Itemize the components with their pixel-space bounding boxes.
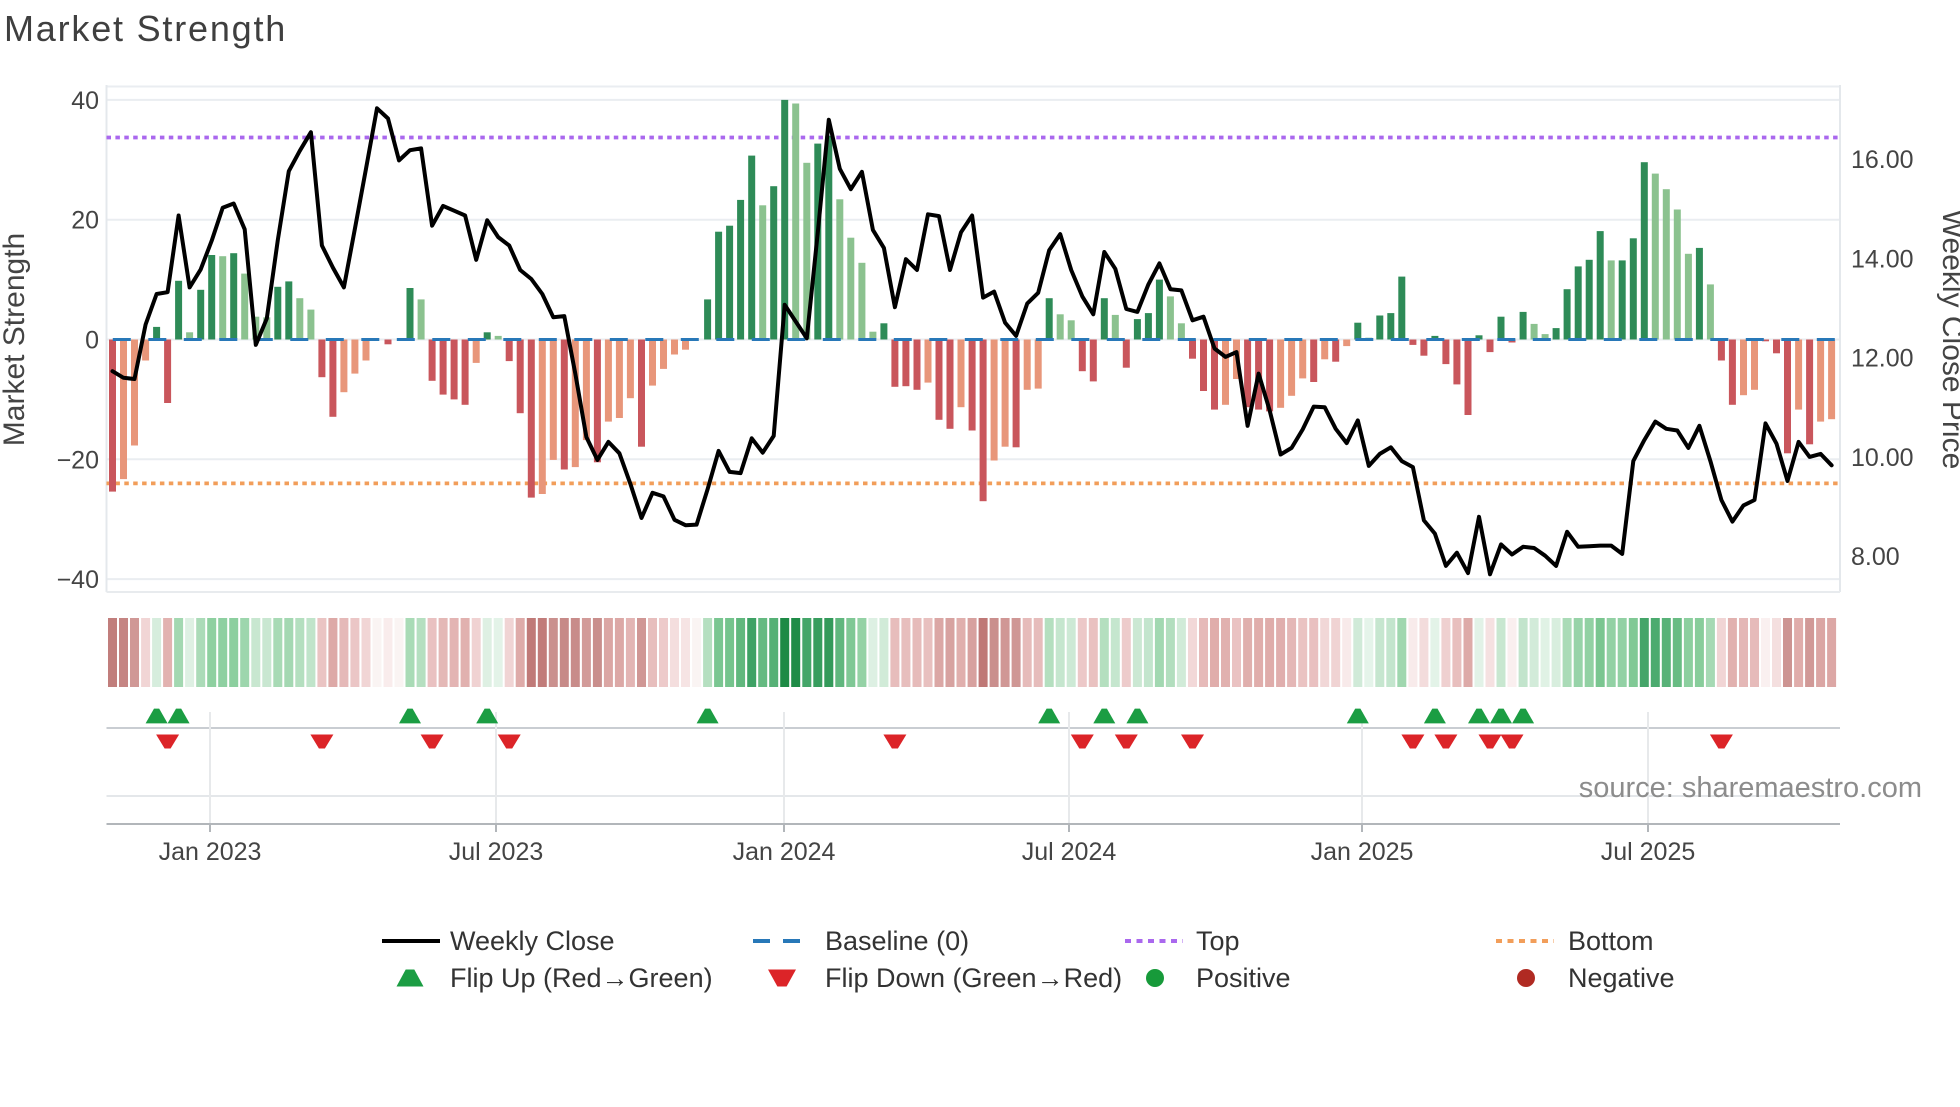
svg-text:0: 0 [85, 327, 99, 355]
svg-text:−40: −40 [57, 566, 99, 594]
svg-text:Positive: Positive [1196, 963, 1291, 993]
svg-text:8.00: 8.00 [1851, 543, 1900, 571]
svg-text:Jul 2025: Jul 2025 [1601, 838, 1696, 866]
svg-text:Jan 2025: Jan 2025 [1311, 838, 1414, 866]
svg-text:Weekly Close: Weekly Close [450, 926, 615, 956]
svg-text:12.00: 12.00 [1851, 345, 1914, 373]
svg-text:10.00: 10.00 [1851, 444, 1914, 472]
svg-text:Flip Up (Red→Green): Flip Up (Red→Green) [450, 963, 713, 993]
svg-text:Bottom: Bottom [1568, 926, 1654, 956]
svg-text:Weekly Close Price: Weekly Close Price [1936, 210, 1960, 470]
svg-text:Flip Down (Green→Red): Flip Down (Green→Red) [825, 963, 1122, 993]
svg-text:Jul 2024: Jul 2024 [1022, 838, 1117, 866]
svg-text:Market Strength: Market Strength [4, 8, 287, 49]
svg-text:Baseline (0): Baseline (0) [825, 926, 969, 956]
svg-text:source: sharemaestro.com: source: sharemaestro.com [1579, 772, 1922, 804]
svg-text:20: 20 [71, 207, 99, 235]
svg-text:Negative: Negative [1568, 963, 1675, 993]
svg-text:Jan 2023: Jan 2023 [159, 838, 262, 866]
svg-text:Jan 2024: Jan 2024 [733, 838, 836, 866]
svg-text:40: 40 [71, 87, 99, 115]
svg-text:Market Strength: Market Strength [0, 233, 31, 446]
svg-text:Jul 2023: Jul 2023 [449, 838, 544, 866]
svg-text:−20: −20 [57, 446, 99, 474]
svg-text:Top: Top [1196, 926, 1240, 956]
svg-text:16.00: 16.00 [1851, 146, 1914, 174]
svg-text:14.00: 14.00 [1851, 245, 1914, 273]
